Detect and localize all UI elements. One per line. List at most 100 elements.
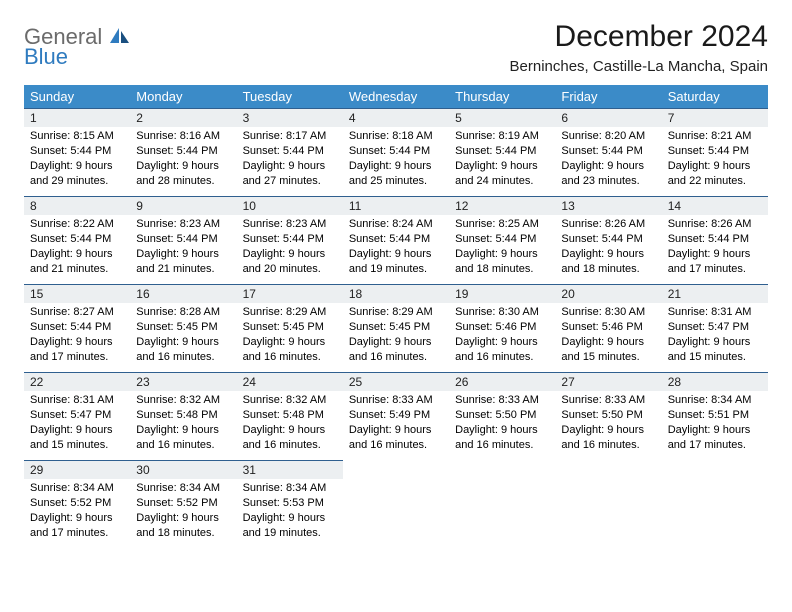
sunrise-line: Sunrise: 8:16 AM <box>136 129 230 144</box>
daylight-line: Daylight: 9 hours and 21 minutes. <box>136 247 230 277</box>
title-block: December 2024 Berninches, Castille-La Ma… <box>510 20 768 81</box>
day-cell: 7Sunrise: 8:21 AMSunset: 5:44 PMDaylight… <box>662 109 768 197</box>
day-number: 5 <box>449 109 555 127</box>
logo: General Blue <box>24 20 130 68</box>
day-detail: Sunrise: 8:29 AMSunset: 5:45 PMDaylight:… <box>237 303 343 368</box>
sunset-line: Sunset: 5:47 PM <box>30 408 124 423</box>
calendar: Sunday Monday Tuesday Wednesday Thursday… <box>24 85 768 549</box>
daylight-line: Daylight: 9 hours and 18 minutes. <box>455 247 549 277</box>
sunrise-line: Sunrise: 8:30 AM <box>561 305 655 320</box>
sunset-line: Sunset: 5:46 PM <box>561 320 655 335</box>
day-detail: Sunrise: 8:17 AMSunset: 5:44 PMDaylight:… <box>237 127 343 192</box>
day-detail: Sunrise: 8:29 AMSunset: 5:45 PMDaylight:… <box>343 303 449 368</box>
daylight-line: Daylight: 9 hours and 20 minutes. <box>243 247 337 277</box>
day-number: 27 <box>555 373 661 391</box>
sunrise-line: Sunrise: 8:33 AM <box>561 393 655 408</box>
sunset-line: Sunset: 5:53 PM <box>243 496 337 511</box>
day-cell: 31Sunrise: 8:34 AMSunset: 5:53 PMDayligh… <box>237 461 343 549</box>
daylight-line: Daylight: 9 hours and 16 minutes. <box>136 335 230 365</box>
sunrise-line: Sunrise: 8:25 AM <box>455 217 549 232</box>
day-cell: 24Sunrise: 8:32 AMSunset: 5:48 PMDayligh… <box>237 373 343 461</box>
sunset-line: Sunset: 5:51 PM <box>668 408 762 423</box>
day-detail: Sunrise: 8:30 AMSunset: 5:46 PMDaylight:… <box>449 303 555 368</box>
daylight-line: Daylight: 9 hours and 18 minutes. <box>136 511 230 541</box>
daylight-line: Daylight: 9 hours and 15 minutes. <box>668 335 762 365</box>
day-header: Friday <box>555 85 661 109</box>
day-header: Thursday <box>449 85 555 109</box>
daylight-line: Daylight: 9 hours and 27 minutes. <box>243 159 337 189</box>
day-detail: Sunrise: 8:31 AMSunset: 5:47 PMDaylight:… <box>662 303 768 368</box>
sunrise-line: Sunrise: 8:32 AM <box>136 393 230 408</box>
week-row: 8Sunrise: 8:22 AMSunset: 5:44 PMDaylight… <box>24 197 768 285</box>
day-cell <box>343 461 449 549</box>
day-cell: 15Sunrise: 8:27 AMSunset: 5:44 PMDayligh… <box>24 285 130 373</box>
daylight-line: Daylight: 9 hours and 19 minutes. <box>349 247 443 277</box>
day-number: 26 <box>449 373 555 391</box>
daylight-line: Daylight: 9 hours and 28 minutes. <box>136 159 230 189</box>
day-number: 7 <box>662 109 768 127</box>
day-cell: 12Sunrise: 8:25 AMSunset: 5:44 PMDayligh… <box>449 197 555 285</box>
header: General Blue December 2024 Berninches, C… <box>24 20 768 81</box>
daylight-line: Daylight: 9 hours and 17 minutes. <box>668 423 762 453</box>
day-detail: Sunrise: 8:16 AMSunset: 5:44 PMDaylight:… <box>130 127 236 192</box>
month-title: December 2024 <box>510 20 768 54</box>
sunset-line: Sunset: 5:44 PM <box>243 232 337 247</box>
day-number: 11 <box>343 197 449 215</box>
day-cell: 10Sunrise: 8:23 AMSunset: 5:44 PMDayligh… <box>237 197 343 285</box>
sunrise-line: Sunrise: 8:29 AM <box>349 305 443 320</box>
daylight-line: Daylight: 9 hours and 22 minutes. <box>668 159 762 189</box>
sunset-line: Sunset: 5:44 PM <box>455 144 549 159</box>
sunrise-line: Sunrise: 8:17 AM <box>243 129 337 144</box>
week-row: 29Sunrise: 8:34 AMSunset: 5:52 PMDayligh… <box>24 461 768 549</box>
day-detail: Sunrise: 8:30 AMSunset: 5:46 PMDaylight:… <box>555 303 661 368</box>
sunrise-line: Sunrise: 8:34 AM <box>30 481 124 496</box>
day-cell: 17Sunrise: 8:29 AMSunset: 5:45 PMDayligh… <box>237 285 343 373</box>
sunrise-line: Sunrise: 8:31 AM <box>668 305 762 320</box>
week-row: 15Sunrise: 8:27 AMSunset: 5:44 PMDayligh… <box>24 285 768 373</box>
sunset-line: Sunset: 5:50 PM <box>455 408 549 423</box>
day-detail: Sunrise: 8:21 AMSunset: 5:44 PMDaylight:… <box>662 127 768 192</box>
day-detail: Sunrise: 8:34 AMSunset: 5:51 PMDaylight:… <box>662 391 768 456</box>
day-number: 2 <box>130 109 236 127</box>
sunrise-line: Sunrise: 8:23 AM <box>243 217 337 232</box>
day-detail: Sunrise: 8:27 AMSunset: 5:44 PMDaylight:… <box>24 303 130 368</box>
day-cell: 18Sunrise: 8:29 AMSunset: 5:45 PMDayligh… <box>343 285 449 373</box>
sunrise-line: Sunrise: 8:19 AM <box>455 129 549 144</box>
sunrise-line: Sunrise: 8:20 AM <box>561 129 655 144</box>
day-detail: Sunrise: 8:24 AMSunset: 5:44 PMDaylight:… <box>343 215 449 280</box>
day-number: 30 <box>130 461 236 479</box>
day-detail: Sunrise: 8:34 AMSunset: 5:52 PMDaylight:… <box>130 479 236 544</box>
day-detail: Sunrise: 8:28 AMSunset: 5:45 PMDaylight:… <box>130 303 236 368</box>
day-cell: 11Sunrise: 8:24 AMSunset: 5:44 PMDayligh… <box>343 197 449 285</box>
daylight-line: Daylight: 9 hours and 16 minutes. <box>561 423 655 453</box>
day-number: 29 <box>24 461 130 479</box>
day-number: 16 <box>130 285 236 303</box>
sunset-line: Sunset: 5:48 PM <box>243 408 337 423</box>
day-cell <box>662 461 768 549</box>
sunrise-line: Sunrise: 8:27 AM <box>30 305 124 320</box>
day-cell: 5Sunrise: 8:19 AMSunset: 5:44 PMDaylight… <box>449 109 555 197</box>
day-number: 9 <box>130 197 236 215</box>
daylight-line: Daylight: 9 hours and 16 minutes. <box>136 423 230 453</box>
day-number: 31 <box>237 461 343 479</box>
day-number: 22 <box>24 373 130 391</box>
day-detail: Sunrise: 8:32 AMSunset: 5:48 PMDaylight:… <box>237 391 343 456</box>
day-number: 24 <box>237 373 343 391</box>
day-detail: Sunrise: 8:26 AMSunset: 5:44 PMDaylight:… <box>555 215 661 280</box>
day-cell: 14Sunrise: 8:26 AMSunset: 5:44 PMDayligh… <box>662 197 768 285</box>
day-detail: Sunrise: 8:32 AMSunset: 5:48 PMDaylight:… <box>130 391 236 456</box>
day-cell: 8Sunrise: 8:22 AMSunset: 5:44 PMDaylight… <box>24 197 130 285</box>
sunset-line: Sunset: 5:45 PM <box>349 320 443 335</box>
sunrise-line: Sunrise: 8:34 AM <box>243 481 337 496</box>
daylight-line: Daylight: 9 hours and 18 minutes. <box>561 247 655 277</box>
day-detail: Sunrise: 8:26 AMSunset: 5:44 PMDaylight:… <box>662 215 768 280</box>
day-cell: 13Sunrise: 8:26 AMSunset: 5:44 PMDayligh… <box>555 197 661 285</box>
sunrise-line: Sunrise: 8:34 AM <box>136 481 230 496</box>
day-detail: Sunrise: 8:33 AMSunset: 5:50 PMDaylight:… <box>555 391 661 456</box>
day-number: 17 <box>237 285 343 303</box>
day-cell: 2Sunrise: 8:16 AMSunset: 5:44 PMDaylight… <box>130 109 236 197</box>
day-detail: Sunrise: 8:22 AMSunset: 5:44 PMDaylight:… <box>24 215 130 280</box>
sunset-line: Sunset: 5:49 PM <box>349 408 443 423</box>
sunset-line: Sunset: 5:44 PM <box>30 320 124 335</box>
day-number: 21 <box>662 285 768 303</box>
